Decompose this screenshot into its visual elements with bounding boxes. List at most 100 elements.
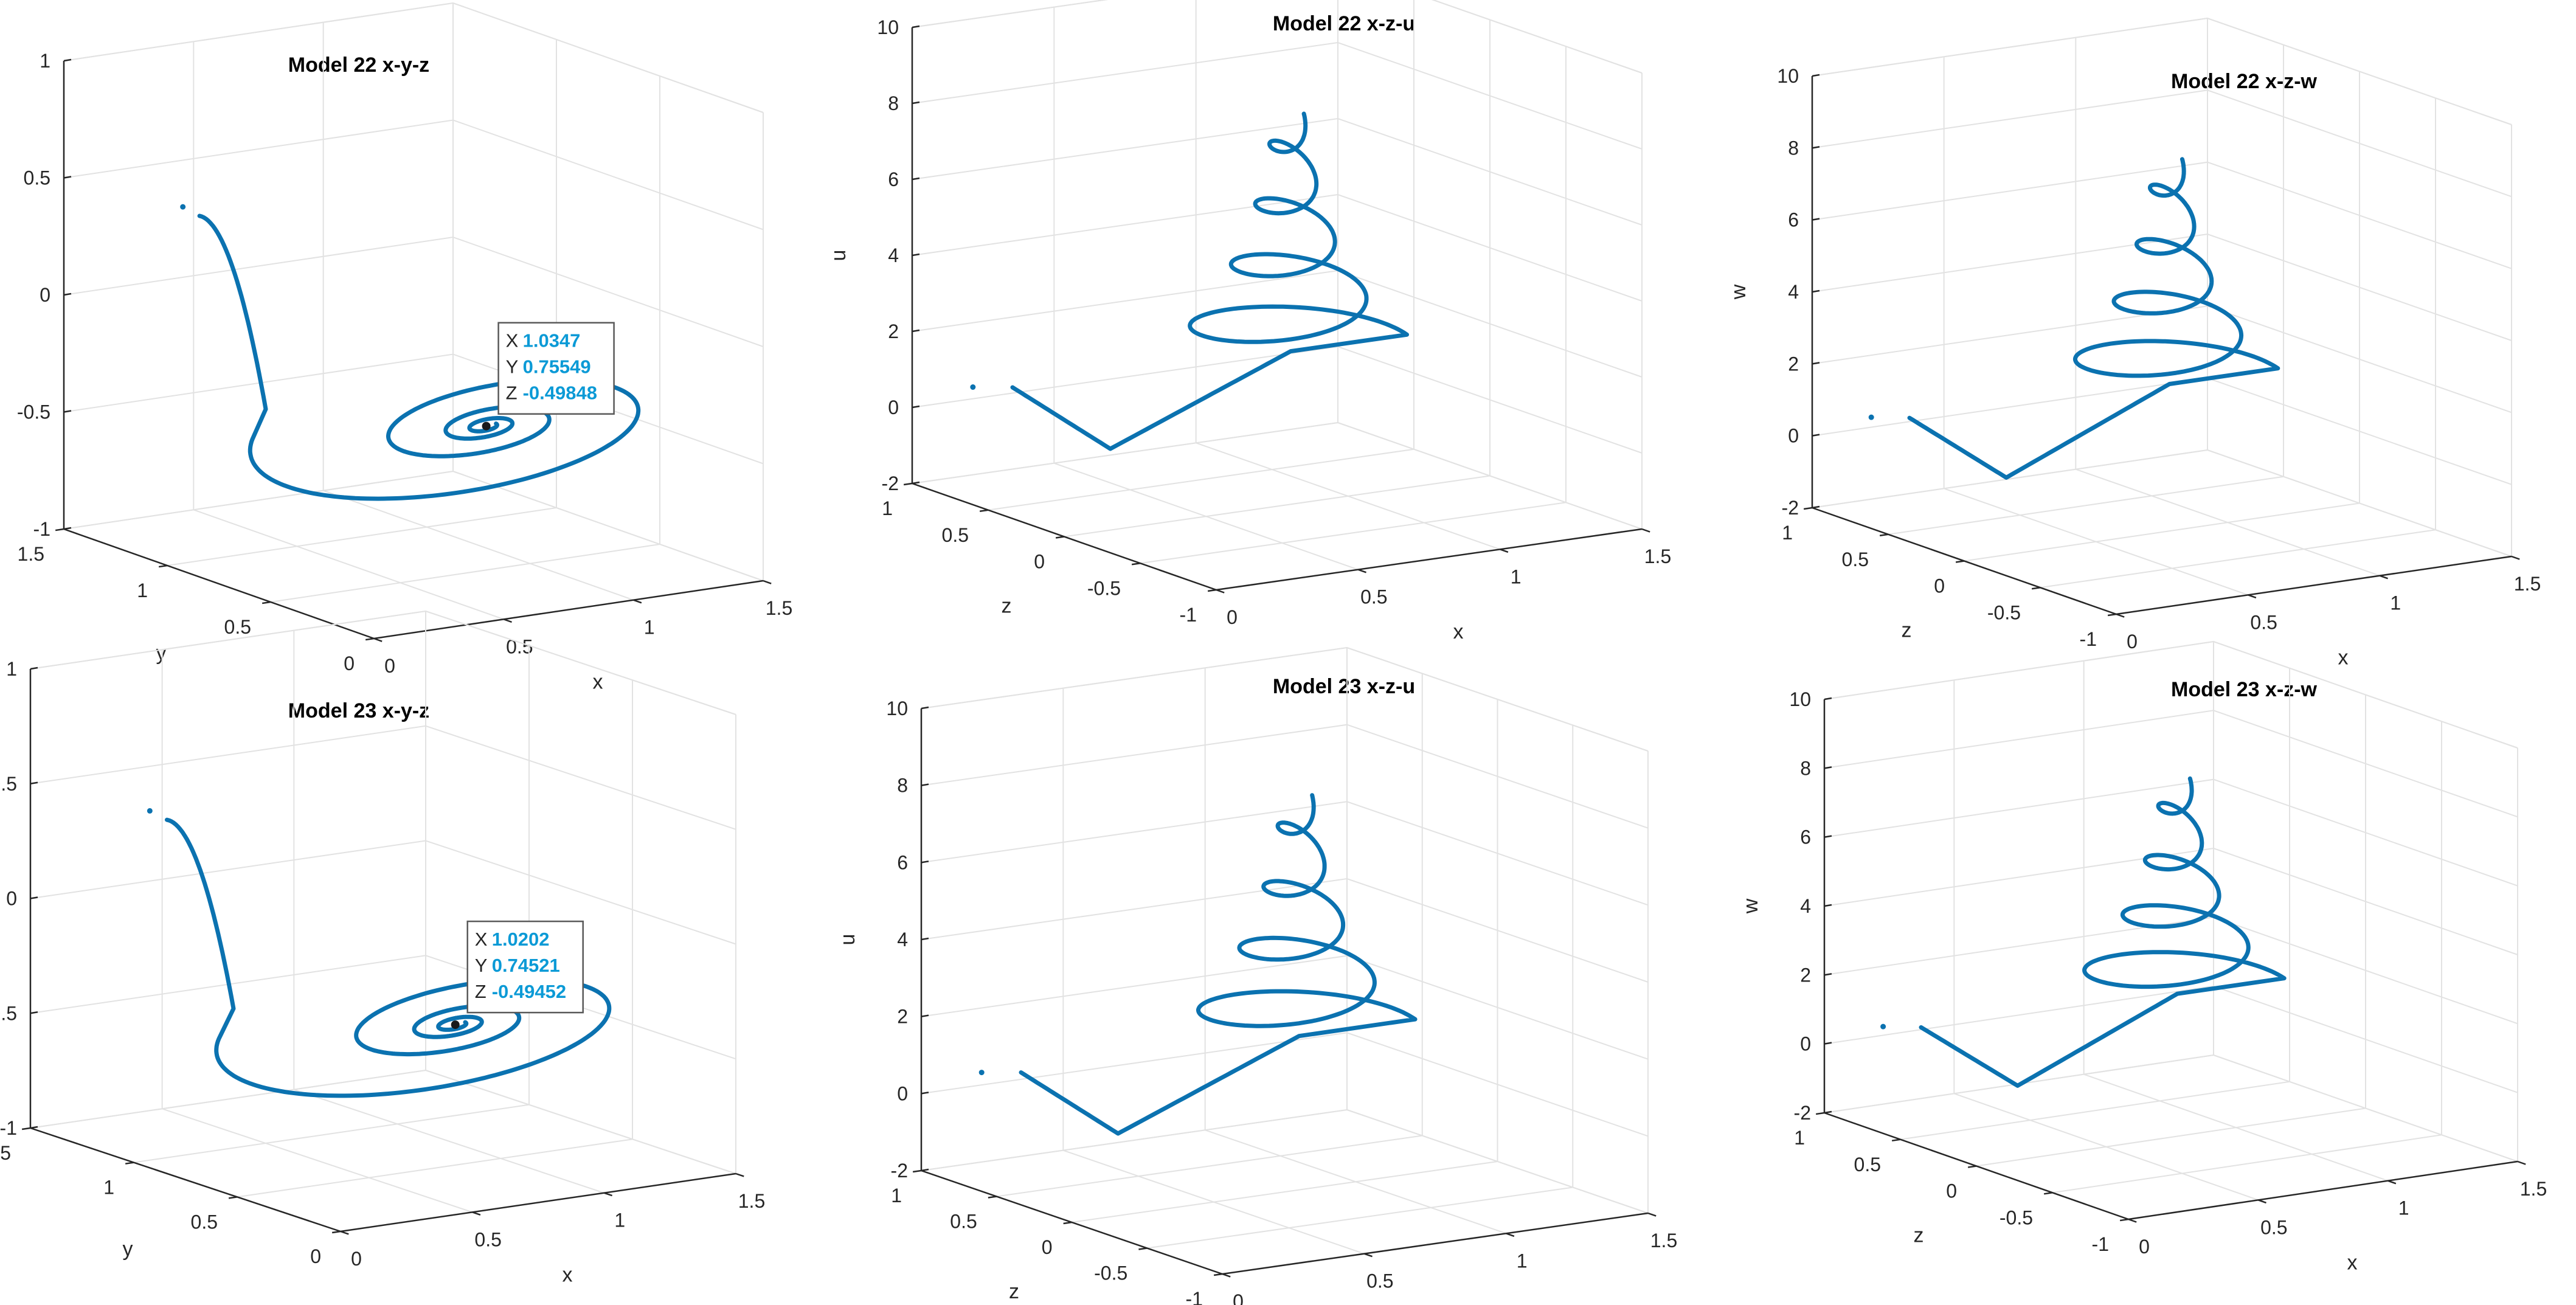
y-axis-line [30,1127,341,1233]
z-tick-label: 0 [1800,1033,1811,1055]
y-tick [261,601,271,604]
x-tick-label: 0.5 [474,1228,501,1250]
z-tick-label: 1 [40,50,50,72]
z-tick [912,329,920,333]
y-tick-label: 1.5 [18,543,44,565]
datatip-value: 1.0202 [492,929,550,950]
gridline-y-floor [1900,1081,2290,1140]
y-tick-label: -0.5 [2000,1206,2033,1228]
gridline-z [1824,916,2518,1025]
y-tick-label: -1 [1186,1288,1203,1305]
y-tick [1879,533,1889,537]
x-tick [1357,569,1366,573]
z-tick-label: 8 [1788,137,1799,159]
x-tick [735,1172,744,1177]
gridline-x-floor [162,1108,473,1213]
gridline-y-floor [133,1104,530,1163]
x-tick-label: 0 [2127,631,2138,652]
datatip-box [497,322,615,415]
x-tick-label: 0 [1227,606,1238,628]
z-tick [921,937,929,941]
y-tick [2119,1218,2129,1222]
x-tick [2128,1218,2137,1223]
z-tick [912,405,920,409]
gridline-z [63,119,764,230]
y-tick [1815,1112,1825,1115]
z-tick [1812,289,1820,293]
z-tick [30,781,38,784]
y-tick [1213,1273,1223,1276]
datatip-key: X [506,330,519,351]
y-tick [1967,1165,1977,1168]
z-tick [1824,1042,1832,1045]
z-tick [912,481,920,485]
x-tick [1500,549,1509,553]
gridline-y-floor [1140,502,1567,564]
gridline-y-floor [1888,476,2284,535]
x-axis-line [373,580,764,640]
y-tick-label: 0.5 [224,616,251,638]
gridline-y-floor [1964,502,2360,562]
gridline-z [1812,377,2512,485]
z-tick-label: -1 [0,1117,17,1139]
data-point [180,204,186,210]
y-axis-label: z [1009,1280,1019,1303]
datatip-marker [451,1020,460,1030]
y-axis-label: z [1914,1224,1924,1247]
datatip-key: Z [475,981,486,1002]
x-tick [2387,1180,2397,1185]
z-tick-label: 6 [1788,209,1799,231]
y-tick-label: 0 [1042,1236,1053,1258]
x-tick-label: 0 [351,1248,362,1270]
y-axis-line [63,528,375,640]
x-axis-label: x [2347,1251,2358,1275]
z-tick-label: -2 [882,472,899,494]
z-tick [921,783,929,786]
series-line [1010,111,1409,451]
gridline-z [1812,89,2512,198]
chart-panel: Model 22 x-z-u 0 0.5 1 1.5 -1 -0.5 0 0.5 1 -2 0 2 4 6 8… [827,0,1671,643]
x-axis-label: x [563,1264,573,1287]
datatip-key: Y [506,356,519,378]
y-tick-label: -0.5 [1094,1262,1127,1284]
gridline-z [921,724,1649,829]
y-axis-label: y [123,1238,133,1261]
gridline-z [1824,985,2518,1093]
chart-title: Model 22 x-y-z [288,54,429,77]
z-tick [912,253,920,257]
gridline-z [1812,233,2512,341]
x-tick-label: 1 [1511,566,1522,587]
z-tick [63,292,72,296]
z-tick [921,706,929,710]
x-tick-label: 1.5 [738,1190,765,1212]
x-tick [2517,1160,2526,1165]
chart-title: Model 22 x-z-w [2171,70,2317,93]
z-tick-label: 10 [886,698,908,719]
datatip-box [466,920,584,1014]
x-tick [1641,528,1650,533]
y-tick-label: 0.5 [950,1211,977,1233]
gridline-x-floor [193,509,504,620]
data-point [147,808,153,814]
y-axis-label: z [1002,595,1012,618]
gridline-z [921,801,1649,906]
chart-title: Model 22 x-z-u [1273,12,1415,35]
z-tick [912,25,920,29]
y-tick [1063,1221,1072,1225]
z-tick-label: -0.5 [0,1002,17,1024]
y-tick-label: 0 [310,1245,321,1267]
x-tick [2116,613,2125,618]
z-tick [921,1092,929,1095]
z-axis-label: w [1727,284,1750,300]
y-tick-label: 0.5 [1854,1154,1881,1175]
y-tick-label: 1 [882,497,893,519]
box-top-edge [1812,17,2512,125]
z-tick-label: 6 [897,851,908,873]
y-tick-label: 0 [1946,1180,1957,1202]
x-tick [2379,575,2388,580]
x-tick [2248,594,2257,599]
z-tick-label: -2 [1794,1102,1811,1124]
data-point [970,384,976,390]
gridline-y-floor [996,1135,1422,1197]
x-tick [340,1230,349,1235]
